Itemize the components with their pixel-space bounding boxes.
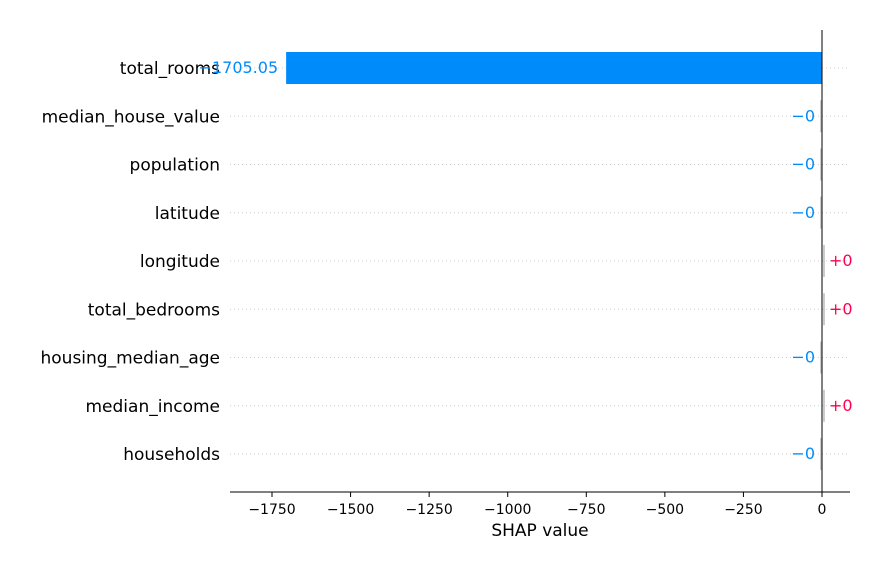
value-label-total_bedrooms: +0 xyxy=(829,299,853,318)
x-tick-label: −1000 xyxy=(484,502,531,518)
value-label-median_income: +0 xyxy=(829,396,853,415)
feature-label-latitude: latitude xyxy=(155,204,220,224)
x-tick-label: −250 xyxy=(724,502,762,518)
row-guides xyxy=(230,67,850,455)
bar-population xyxy=(820,148,822,181)
x-tick-label: 0 xyxy=(818,502,827,518)
value-labels: −1705.05 −0 −0 −0 +0 +0 −0 +0 −0 xyxy=(199,58,853,463)
bar-latitude xyxy=(820,196,822,229)
feature-label-median_house_value: median_house_value xyxy=(42,107,220,127)
value-label-latitude: −0 xyxy=(791,203,815,222)
value-label-total_rooms: −1705.05 xyxy=(199,58,279,77)
value-label-housing_median_age: −0 xyxy=(791,348,815,367)
x-tick-label: −1750 xyxy=(248,502,295,518)
feature-label-housing_median_age: housing_median_age xyxy=(41,349,221,369)
x-tick-label: −750 xyxy=(567,502,605,518)
feature-label-households: households xyxy=(123,445,220,465)
x-tick-label: −1250 xyxy=(405,502,452,518)
x-tick-label: −1500 xyxy=(327,502,374,518)
x-axis-title: SHAP value xyxy=(491,521,588,541)
feature-labels: total_rooms median_house_value population l… xyxy=(41,59,221,465)
feature-label-median_income: median_income xyxy=(86,397,221,417)
bar-total_bedrooms xyxy=(823,293,825,326)
x-tick-label: −500 xyxy=(646,502,684,518)
bar-median_income xyxy=(823,389,825,422)
feature-label-total_rooms: total_rooms xyxy=(120,59,220,79)
value-label-population: −0 xyxy=(791,155,815,174)
bar-longitude xyxy=(823,245,825,277)
value-label-median_house_value: −0 xyxy=(791,106,815,125)
feature-label-population: population xyxy=(130,156,220,176)
value-label-longitude: +0 xyxy=(829,251,853,270)
feature-label-total_bedrooms: total_bedrooms xyxy=(88,300,220,320)
bar-median_house_value xyxy=(820,100,822,133)
bars xyxy=(286,52,825,470)
bar-total_rooms xyxy=(286,52,822,84)
bar-households xyxy=(820,438,822,470)
feature-label-longitude: longitude xyxy=(140,252,220,272)
x-axis: −1750 −1500 −1250 −1000 −750 −500 −250 0 xyxy=(230,491,850,518)
value-label-households: −0 xyxy=(791,444,815,463)
bar-housing_median_age xyxy=(820,341,822,374)
